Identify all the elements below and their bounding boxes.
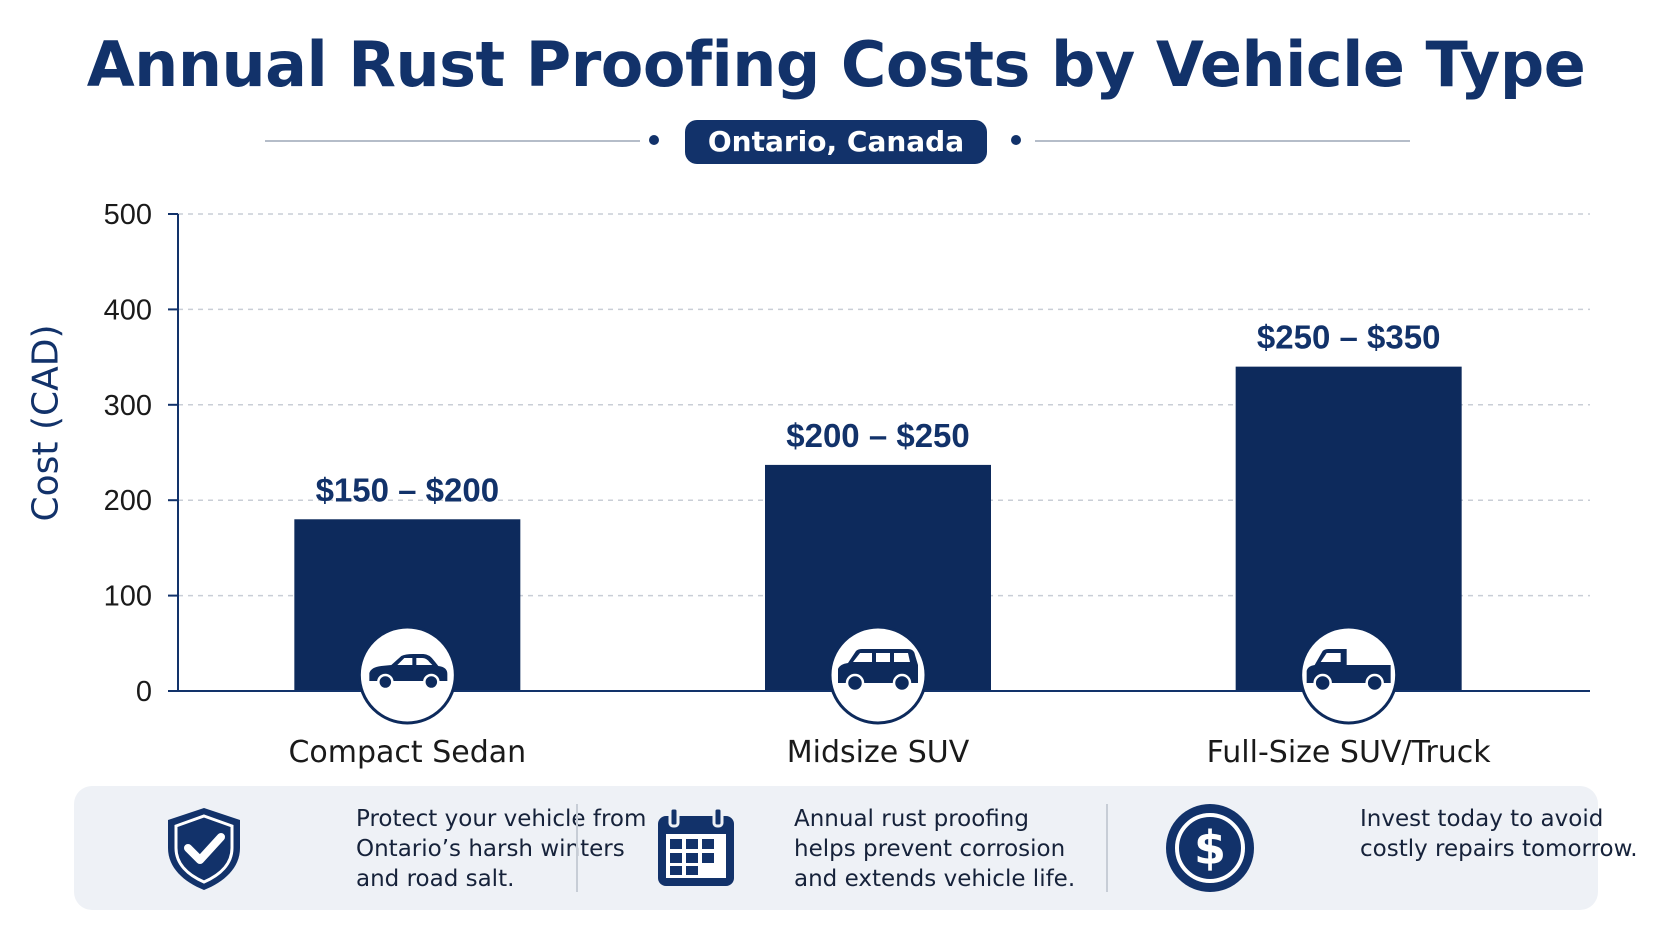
subtitle-rule-left <box>265 140 640 142</box>
category-labels: Compact Sedan Midsize SUV Full-Size SUV/Tr… <box>288 735 1491 770</box>
info-divider <box>1106 804 1108 892</box>
dollar-icon: $ <box>1166 804 1254 892</box>
y-tick-label: 100 <box>104 581 152 613</box>
region-badge: Ontario, Canada <box>685 120 987 164</box>
info-divider <box>576 804 578 892</box>
y-tick-labels: 0 100 200 300 400 500 <box>104 199 178 708</box>
subtitle-dot-left <box>649 135 659 145</box>
y-tick-label: 400 <box>104 294 152 326</box>
sedan-icon <box>357 625 457 725</box>
subtitle-row: Ontario, Canada <box>0 118 1672 166</box>
shield-check-icon <box>168 808 240 890</box>
y-tick-label: 0 <box>136 676 152 708</box>
svg-text:$: $ <box>1194 821 1226 875</box>
calendar-icon <box>658 806 734 886</box>
info-text-annual: Annual rust proofing helps prevent corro… <box>794 806 1076 892</box>
data-labels: $150 – $200 $200 – $250 $250 – $350 <box>316 319 1441 509</box>
data-label: $250 – $350 <box>1257 319 1441 356</box>
subtitle-rule-right <box>1035 140 1410 142</box>
category-label: Compact Sedan <box>288 735 526 770</box>
pickup-truck-icon <box>1299 625 1399 725</box>
vehicle-icons <box>357 625 1399 725</box>
category-label: Full-Size SUV/Truck <box>1207 735 1492 770</box>
suv-icon <box>828 625 928 725</box>
bars <box>294 366 1462 691</box>
data-label: $200 – $250 <box>786 417 970 454</box>
chart-title: Annual Rust Proofing Costs by Vehicle Ty… <box>86 28 1586 101</box>
info-text-invest: Invest today to avoid costly repairs tom… <box>1360 806 1638 862</box>
y-tick-label: 300 <box>104 390 152 422</box>
info-panel: Protect your vehicle from Ontario’s hars… <box>74 786 1638 910</box>
y-tick-label: 200 <box>104 485 152 517</box>
data-label: $150 – $200 <box>316 471 500 508</box>
info-text-protect: Protect your vehicle from Ontario’s hars… <box>356 806 647 892</box>
subtitle-dot-right <box>1011 135 1021 145</box>
y-tick-label: 500 <box>104 199 152 231</box>
category-label: Midsize SUV <box>787 735 970 770</box>
